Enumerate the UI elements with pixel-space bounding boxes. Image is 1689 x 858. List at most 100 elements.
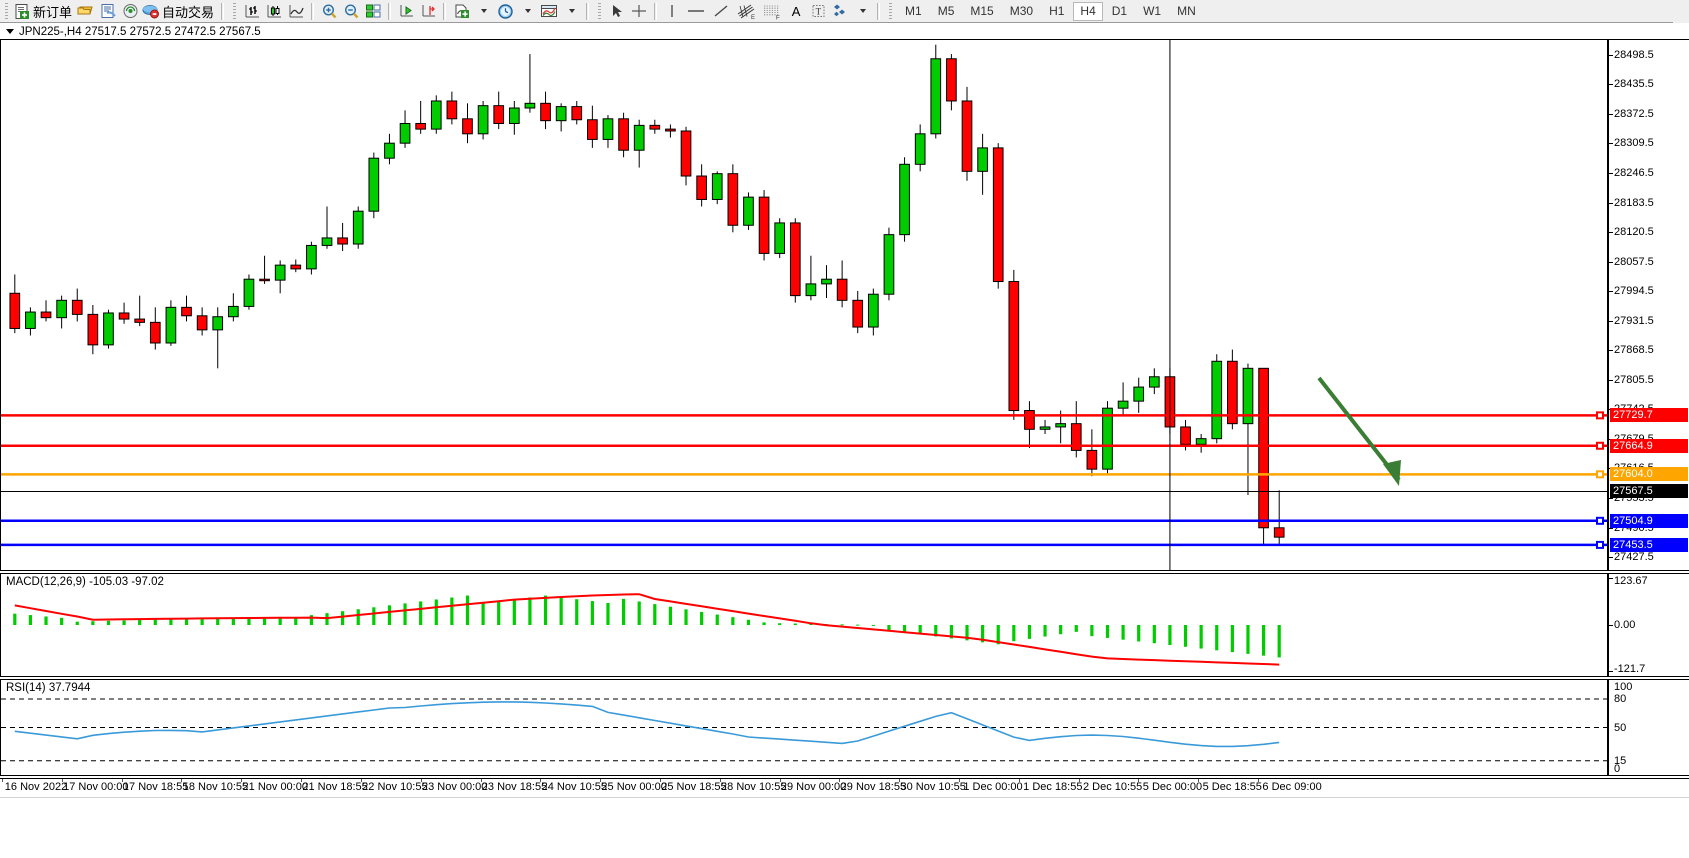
candlestick-chart-button[interactable] <box>263 1 285 22</box>
timeframe-mn-button[interactable]: MN <box>1177 4 1196 18</box>
resistance-line-1-handle[interactable] <box>1596 411 1604 420</box>
current-price-line-tag[interactable]: 27567.5 <box>1610 484 1688 499</box>
toolbar-grip-4[interactable] <box>887 2 895 20</box>
candle <box>821 265 832 298</box>
candle <box>493 91 505 130</box>
chart-shift-button[interactable] <box>417 1 439 22</box>
candle <box>1039 419 1051 434</box>
data-window-button[interactable] <box>97 1 119 22</box>
timeframe-d1-button[interactable]: D1 <box>1111 4 1128 18</box>
resistance-line-1-tag[interactable]: 27729.7 <box>1610 408 1688 423</box>
indicators-button[interactable] <box>450 1 472 22</box>
candle <box>524 54 536 113</box>
price-tick <box>1609 261 1613 263</box>
objects-dropdown-arrow[interactable] <box>851 1 873 22</box>
timeframe-h1-button[interactable]: H1 <box>1049 4 1065 18</box>
candle <box>930 44 942 139</box>
objects-list-button[interactable] <box>829 1 851 22</box>
timeframe-m5-button[interactable]: M5 <box>937 4 955 18</box>
candle <box>1102 401 1113 474</box>
candle <box>540 91 551 130</box>
rsi-pane[interactable]: RSI(14) 37.7944 <box>0 679 1608 776</box>
toolbar-grip-3[interactable] <box>596 2 604 20</box>
zoom-out-button[interactable] <box>340 1 362 22</box>
macd-histogram-bar <box>606 602 610 625</box>
navigator-button[interactable] <box>119 1 141 22</box>
support-line-2-handle[interactable] <box>1596 540 1604 549</box>
macd-histogram-bar <box>106 620 111 625</box>
macd-histogram-bar <box>1090 625 1094 637</box>
timeframe-w1-button[interactable]: W1 <box>1143 4 1162 18</box>
macd-histogram-bar <box>497 601 501 625</box>
symbol-info-text: JPN225-,H4 27517.5 27572.5 27472.5 27567… <box>19 25 261 38</box>
support-line-1-handle[interactable] <box>1596 516 1604 525</box>
timeframe-m30-button[interactable]: M30 <box>1009 4 1034 18</box>
timeframe-m1-button[interactable]: M1 <box>905 4 922 18</box>
tile-windows-icon <box>365 3 382 19</box>
candle <box>25 307 36 336</box>
timeframe-m15-button[interactable]: M15 <box>970 4 994 18</box>
resistance-line-2-tag[interactable]: 27664.9 <box>1610 438 1688 453</box>
rsi-tick-label: 50 <box>1614 721 1627 734</box>
text-tool[interactable]: A <box>785 1 807 22</box>
price-chart-canvas[interactable] <box>1 40 1607 570</box>
tile-windows-button[interactable] <box>362 1 384 22</box>
new-order-button[interactable]: 新订单 <box>13 1 75 22</box>
macd-histogram-bar <box>184 619 189 625</box>
horizontal-line-tool[interactable] <box>683 1 709 22</box>
price-axis[interactable]: 28498.5 28435.5 28372.5 28309.5 28246.5 28183… <box>1608 39 1689 571</box>
toolbar-separator-4 <box>443 2 447 20</box>
period-button[interactable] <box>494 1 516 22</box>
candle <box>1195 433 1207 453</box>
macd-pane[interactable]: MACD(12,26,9) -105.03 -97.02 <box>0 573 1608 677</box>
zoom-in-button[interactable] <box>318 1 340 22</box>
candlestick-chart[interactable] <box>1 40 1607 570</box>
autotrading-button[interactable]: 自动交易 <box>141 1 217 22</box>
vertical-line-tool[interactable] <box>661 1 683 22</box>
candle <box>711 171 723 205</box>
macd-histogram-bar <box>731 617 735 625</box>
time-tick <box>61 779 63 782</box>
fibonacci-tool[interactable]: F <box>759 1 785 22</box>
indicators-dropdown-arrow[interactable] <box>472 1 494 22</box>
window-scrollbar[interactable] <box>1673 0 1689 23</box>
templates-button[interactable] <box>538 1 560 22</box>
cursor-tool[interactable] <box>606 1 628 22</box>
text-label-tool[interactable]: T <box>807 1 829 22</box>
expert-advisors-button[interactable] <box>75 1 97 22</box>
macd-histogram-bar <box>1121 625 1125 640</box>
time-tick-label: 5 Dec 00:00 <box>1142 781 1203 793</box>
time-tick-label: 24 Nov 10:55 <box>541 781 608 793</box>
signal-icon <box>122 3 139 19</box>
autotrading-icon <box>142 3 160 19</box>
toolbar-separator-3 <box>388 2 392 20</box>
equidistant-channel-tool[interactable]: E <box>733 1 759 22</box>
pivot-line-handle[interactable] <box>1596 470 1604 479</box>
collapse-triangle-icon[interactable] <box>6 29 14 34</box>
toolbar-grip[interactable] <box>3 2 10 20</box>
down-arrow-annotation[interactable] <box>1317 376 1401 486</box>
support-line-2-tag[interactable]: 27453.5 <box>1610 537 1688 552</box>
trendline-tool[interactable] <box>709 1 733 22</box>
macd-histogram-bar <box>637 601 641 625</box>
templates-dropdown-arrow[interactable] <box>560 1 582 22</box>
macd-histogram-bar <box>169 619 173 625</box>
timeframe-h4-button[interactable]: H4 <box>1073 1 1103 21</box>
time-axis[interactable]: 16 Nov 2022 17 Nov 00:00 17 Nov 18:55 18 No… <box>0 778 1689 796</box>
line-chart-button[interactable] <box>285 1 307 22</box>
rsi-canvas[interactable] <box>1 680 1607 775</box>
toolbar-grip-2[interactable] <box>231 2 239 20</box>
auto-scroll-button[interactable] <box>395 1 417 22</box>
macd-histogram-bar <box>887 625 891 631</box>
candle <box>1148 368 1160 395</box>
macd-canvas[interactable] <box>1 574 1607 676</box>
period-dropdown-arrow[interactable] <box>516 1 538 22</box>
bar-chart-button[interactable] <box>241 1 263 22</box>
resistance-line-2-handle[interactable] <box>1596 441 1604 450</box>
price-chart-pane[interactable] <box>0 39 1608 571</box>
crosshair-tool[interactable] <box>628 1 650 22</box>
support-line-1-tag[interactable]: 27504.9 <box>1610 513 1688 528</box>
pivot-line-tag[interactable]: 27604.0 <box>1610 467 1688 482</box>
candle <box>602 115 614 148</box>
vertical-line-icon <box>665 3 679 19</box>
